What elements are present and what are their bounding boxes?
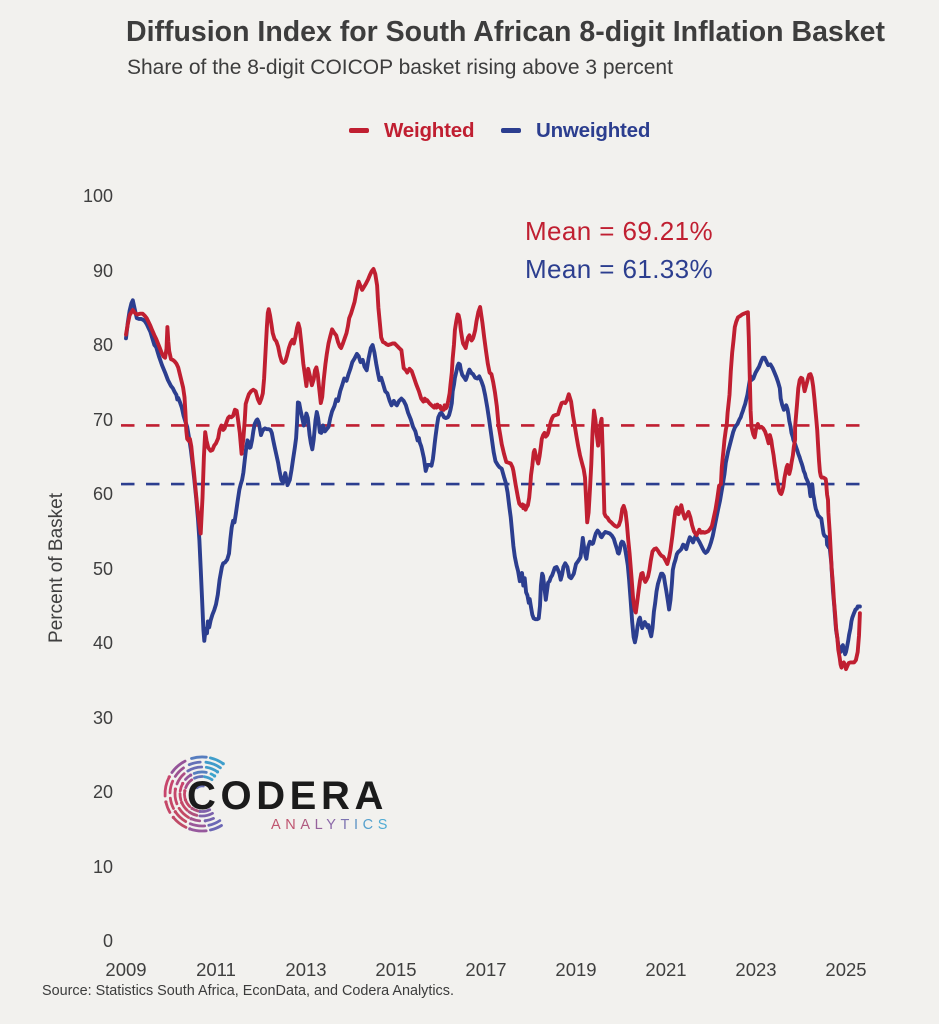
svg-text:CODERA: CODERA bbox=[187, 774, 388, 818]
svg-text:ANALYTICS: ANALYTICS bbox=[271, 817, 392, 833]
